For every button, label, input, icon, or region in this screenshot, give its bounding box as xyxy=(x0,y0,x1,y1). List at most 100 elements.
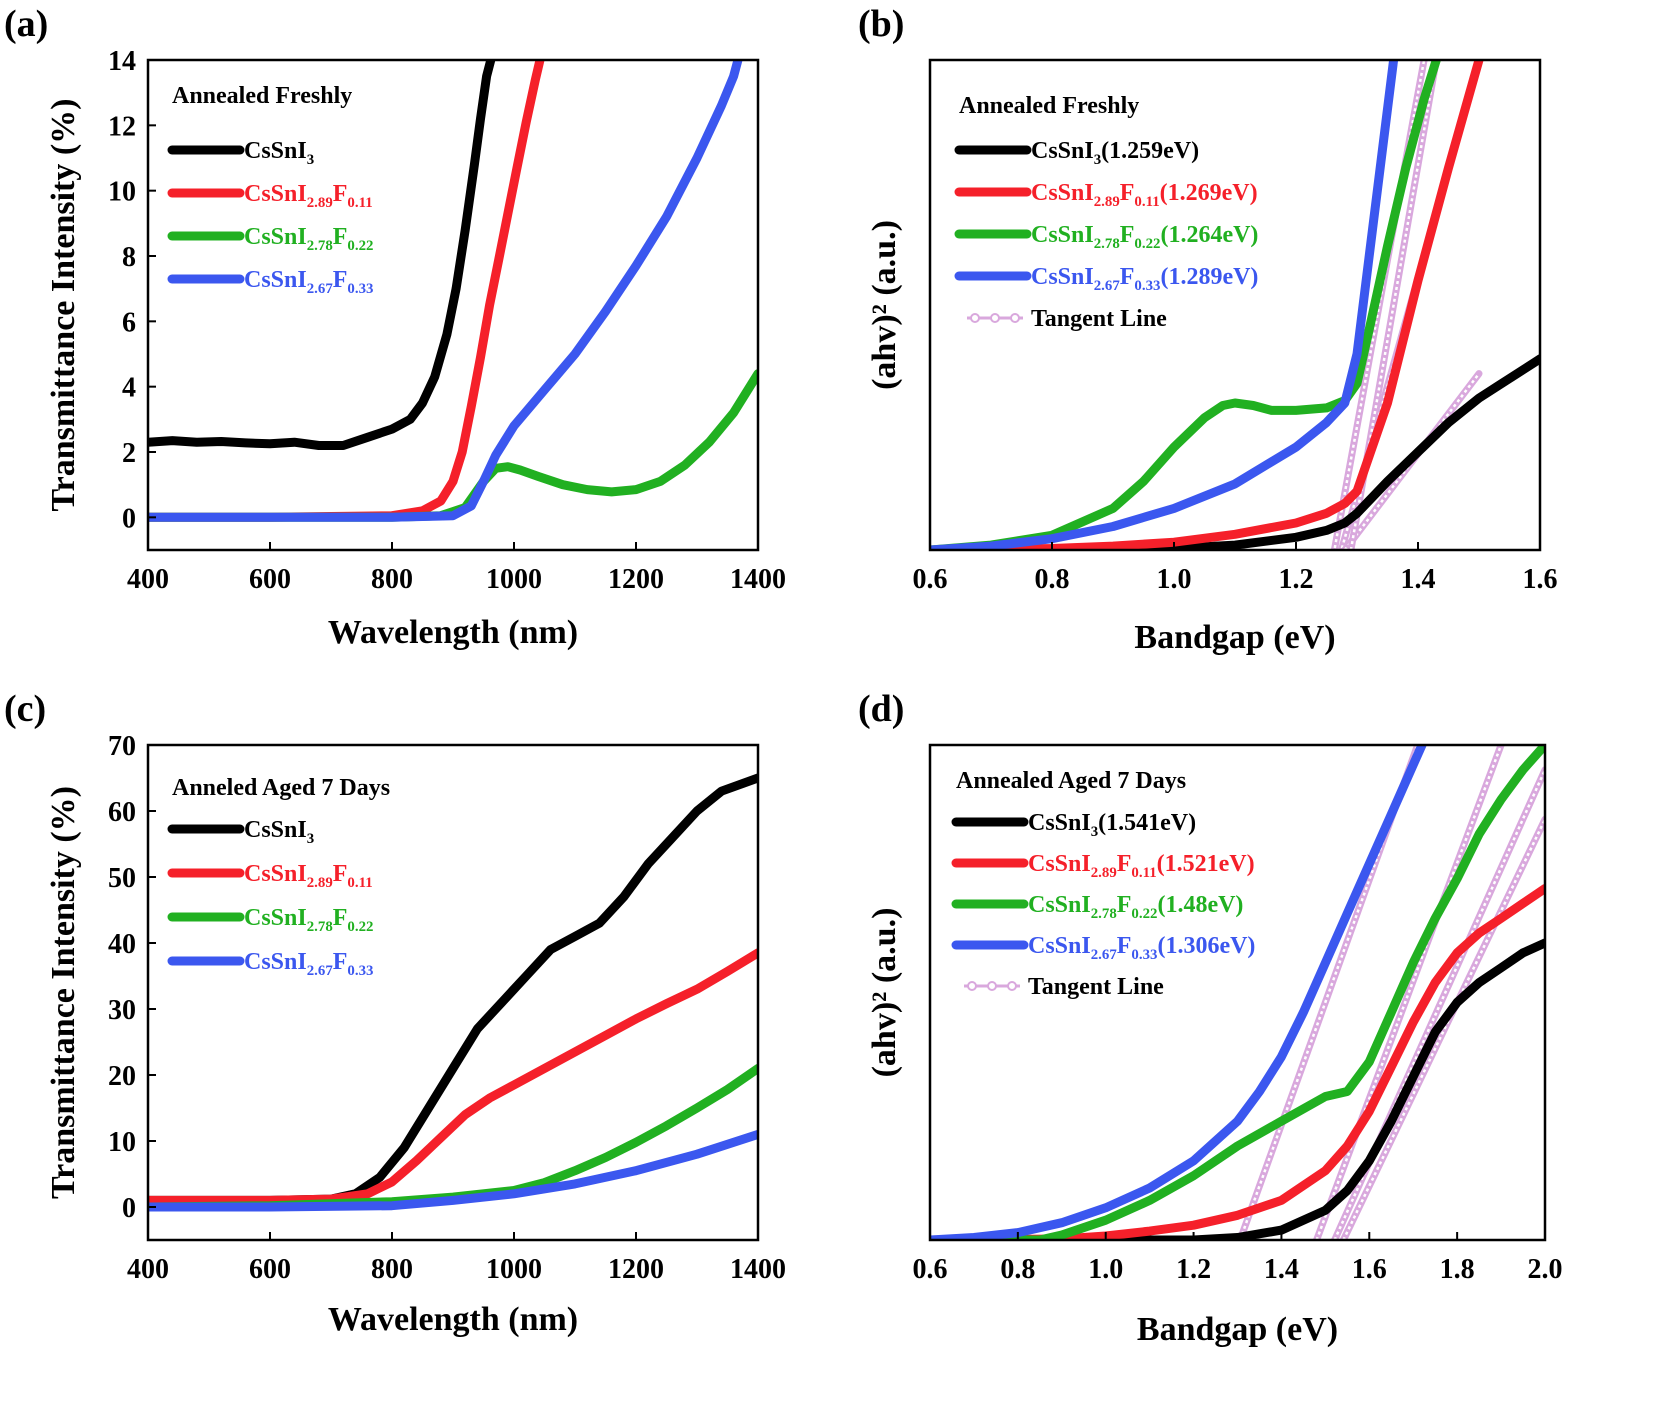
panel-b: (b) 0.6 0.8 1.0 1.2 1.4 1.6 Bandgap (eV) (ahv)² … xyxy=(858,3,1558,656)
tangent-line xyxy=(1339,815,1545,1240)
annotation: Annealed Freshly xyxy=(172,83,352,109)
x-tick-label: 1000 xyxy=(486,564,542,595)
x-tick-label: 800 xyxy=(371,564,413,595)
x-tick-label: 1.8 xyxy=(1440,1254,1475,1285)
panel-label: (c) xyxy=(4,688,46,730)
series-line-1 xyxy=(148,773,758,1205)
tangent-line-dots xyxy=(1315,745,1503,1240)
legend-marker xyxy=(990,313,1000,323)
legend-label: CsSnI3(1.259eV) xyxy=(1031,138,1199,168)
series-line-2 xyxy=(930,884,1545,1240)
x-tick-label: 1.4 xyxy=(1264,1254,1299,1285)
axes-frame xyxy=(146,743,760,1242)
series-line-4 xyxy=(148,60,743,522)
series-line-1 xyxy=(930,938,1545,1240)
legend-marker xyxy=(970,313,980,323)
legend-label: CsSnI2.89F0.11(1.521eV) xyxy=(1028,851,1255,881)
legend: CsSnI3(1.541eV) CsSnI2.89F0.11(1.521eV) Cs… xyxy=(951,810,1255,1000)
x-tick-label: 1.2 xyxy=(1279,564,1314,595)
x-tick-label: 800 xyxy=(371,1254,413,1285)
y-tick-label: 2 xyxy=(122,438,136,469)
y-tick-label: 8 xyxy=(122,242,136,273)
x-tick-label: 1.0 xyxy=(1088,1254,1123,1285)
y-axis-title: (ahv)² (a.u.) xyxy=(866,220,903,390)
x-tick-label: 400 xyxy=(127,1254,169,1285)
series-line-4 xyxy=(148,1129,758,1212)
y-tick-label: 50 xyxy=(108,863,136,894)
y-tick-label: 30 xyxy=(108,995,136,1026)
y-tick-label: 70 xyxy=(108,731,136,762)
series-line-3 xyxy=(930,745,1545,1240)
y-tick-label: 0 xyxy=(122,503,136,534)
axes-frame xyxy=(928,58,1542,552)
x-tick-label: 1400 xyxy=(730,1254,786,1285)
legend-marker xyxy=(967,981,977,991)
axes-frame xyxy=(146,58,760,552)
legend-marker xyxy=(987,981,997,991)
x-tick-label: 400 xyxy=(127,564,169,595)
legend-marker xyxy=(1007,981,1017,991)
tangent-line-dots xyxy=(1349,60,1438,550)
series-line-4 xyxy=(930,60,1399,550)
panel-label: (a) xyxy=(4,3,48,45)
axes-frame xyxy=(928,743,1547,1242)
x-tick-label: 0.6 xyxy=(913,564,948,595)
legend-label: CsSnI2.78F0.22(1.264eV) xyxy=(1031,222,1258,252)
series-line-4 xyxy=(930,745,1427,1240)
x-tick-label: 2.0 xyxy=(1528,1254,1563,1285)
legend-label: CsSnI2.78F0.22(1.48eV) xyxy=(1028,892,1243,922)
y-tick-label: 12 xyxy=(108,111,136,142)
x-tick-label: 1000 xyxy=(486,1254,542,1285)
x-tick-label: 0.8 xyxy=(1000,1254,1035,1285)
x-tick-label: 1.0 xyxy=(1157,564,1192,595)
panel-a: (a) 400 600 800 1000 1200 1400 0 2 4 6 8 10 12 14 Wavel… xyxy=(4,3,786,651)
annotation: Anneled Aged 7 Days xyxy=(172,775,390,801)
legend-label: CsSnI2.67F0.33 xyxy=(244,949,373,979)
y-tick-label: 0 xyxy=(122,1193,136,1224)
panel-label: (d) xyxy=(858,688,904,730)
x-axis-title: Bandgap (eV) xyxy=(1134,619,1335,656)
x-tick-label: 1400 xyxy=(730,564,786,595)
x-axis-title: Wavelength (nm) xyxy=(328,1301,578,1338)
y-tick-label: 10 xyxy=(108,177,136,208)
y-axis-title: Transmittance Intensity (%) xyxy=(45,786,82,1199)
x-tick-label: 1.6 xyxy=(1352,1254,1387,1285)
tangent-line-dots xyxy=(1333,60,1426,550)
y-tick-label: 14 xyxy=(108,46,136,77)
legend-label: Tangent Line xyxy=(1028,974,1164,1000)
annotation: Annealed Aged 7 Days xyxy=(956,768,1186,794)
legend: CsSnI3 CsSnI2.89F0.11 CsSnI2.78F0.22 CsSnI2… xyxy=(167,817,373,979)
plot-area xyxy=(930,60,1540,550)
x-tick-label: 1200 xyxy=(608,564,664,595)
x-axis-title: Bandgap (eV) xyxy=(1137,1311,1338,1348)
x-tick-label: 600 xyxy=(249,1254,291,1285)
legend-label: CsSnI3 xyxy=(244,138,314,168)
legend-label: CsSnI2.67F0.33(1.306eV) xyxy=(1028,933,1255,963)
legend-label: CsSnI2.78F0.22 xyxy=(244,224,373,254)
x-tick-label: 0.6 xyxy=(913,1254,948,1285)
series-line-1 xyxy=(930,354,1540,550)
legend-label: CsSnI2.78F0.22 xyxy=(244,905,373,935)
x-tick-label: 1.2 xyxy=(1176,1254,1211,1285)
legend-marker xyxy=(1010,313,1020,323)
legend-label: Tangent Line xyxy=(1031,306,1167,332)
legend-label: CsSnI2.89F0.11(1.269eV) xyxy=(1031,180,1258,210)
plot-area xyxy=(148,773,758,1212)
legend-label: CsSnI3 xyxy=(244,817,314,847)
panel-c: (c) 400 600 800 1000 1200 1400 0 10 20 30 40 50 60 70 W… xyxy=(4,688,786,1338)
x-axis-title: Wavelength (nm) xyxy=(328,614,578,651)
x-tick-label: 1200 xyxy=(608,1254,664,1285)
legend-label: CsSnI2.67F0.33 xyxy=(244,267,373,297)
y-axis-title: (ahv)² (a.u.) xyxy=(866,908,903,1078)
x-tick-label: 600 xyxy=(249,564,291,595)
y-tick-label: 40 xyxy=(108,929,136,960)
y-axis-title: Transmittance Intensity (%) xyxy=(45,99,82,512)
legend: CsSnI3(1.259eV) CsSnI2.89F0.11(1.269eV) Cs… xyxy=(954,138,1258,332)
legend-label: CsSnI2.89F0.11 xyxy=(244,181,373,211)
legend-label: CsSnI2.67F0.33(1.289eV) xyxy=(1031,264,1258,294)
x-tick-label: 1.6 xyxy=(1523,564,1558,595)
x-tick-label: 1.4 xyxy=(1401,564,1436,595)
series-line-2 xyxy=(930,60,1484,550)
y-tick-label: 4 xyxy=(122,373,136,404)
